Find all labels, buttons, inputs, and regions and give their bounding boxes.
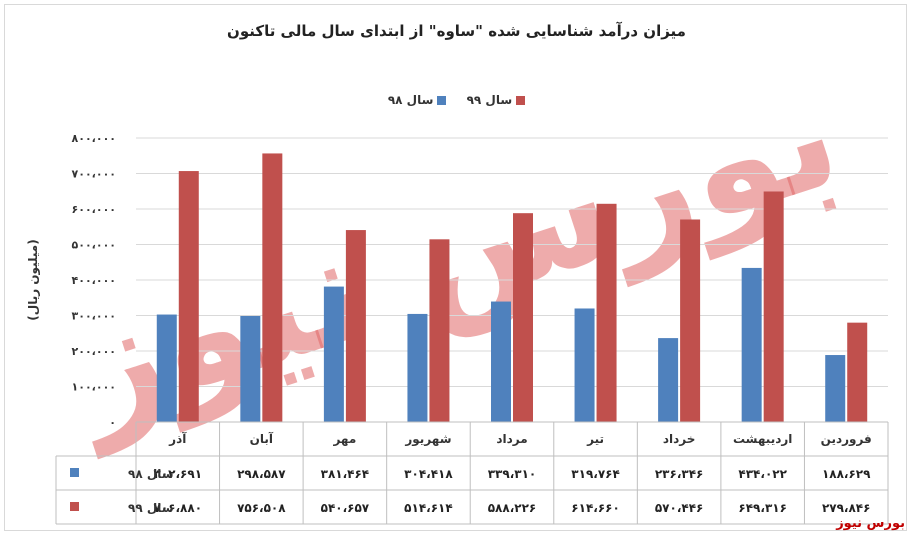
x-tick-label: آذر xyxy=(168,431,187,446)
x-tick-label: شهریور xyxy=(404,432,451,447)
bar-series-2 xyxy=(847,322,868,422)
bar-series-1 xyxy=(574,308,595,422)
legend: سال ۹۹ سال ۹۸ xyxy=(0,93,913,108)
table-cell-series-2: ۵۸۸،۲۲۶ xyxy=(488,501,537,515)
table-cell-series-2: ۷۰۶،۸۸۰ xyxy=(154,501,203,515)
table-cell-series-1: ۳۱۹،۷۶۴ xyxy=(571,467,620,481)
chart-title: میزان درآمد شناسایی شده "ساوه" از ابتدای… xyxy=(227,22,686,40)
bar-series-2 xyxy=(763,191,784,422)
bar-series-1 xyxy=(658,338,679,422)
x-tick-label: تیر xyxy=(586,432,604,446)
x-tick-label: فروردین xyxy=(821,432,872,447)
table-legend-swatch xyxy=(70,502,79,511)
bar-series-1 xyxy=(323,286,344,422)
y-tick-label: ۶۰۰،۰۰۰ xyxy=(72,203,116,216)
bar-series-1 xyxy=(741,267,762,422)
table-cell-series-2: ۶۴۹،۳۱۶ xyxy=(738,501,787,515)
x-tick-label: مرداد xyxy=(496,432,527,446)
bar-series-1 xyxy=(407,313,428,422)
bar-series-2 xyxy=(178,171,199,422)
y-tick-label: ۷۰۰،۰۰۰ xyxy=(72,168,116,181)
legend-label-series-2: سال ۹۹ xyxy=(466,93,513,107)
table-cell-series-2: ۷۵۶،۵۰۸ xyxy=(237,501,286,515)
x-tick-label: آبان xyxy=(250,431,274,446)
table-cell-series-1: ۳۰۴،۴۱۸ xyxy=(404,467,453,481)
bar-series-2 xyxy=(596,203,617,422)
x-tick-label: اردیبهشت xyxy=(733,432,792,446)
bar-series-1 xyxy=(240,316,261,422)
table-legend-swatch xyxy=(70,468,79,477)
x-tick-label: مهر xyxy=(332,432,356,446)
table-cell-series-2: ۵۱۴،۶۱۴ xyxy=(404,501,453,515)
table-cell-series-1: ۳۳۹،۳۱۰ xyxy=(488,467,537,481)
table-cell-series-2: ۲۷۹،۸۴۶ xyxy=(822,501,871,515)
bar-series-2 xyxy=(513,213,533,422)
y-tick-label: ۲۰۰،۰۰۰ xyxy=(72,345,116,358)
table-cell-series-1: ۳۸۱،۴۶۴ xyxy=(321,467,370,481)
table-row-header: سال ۹۸ xyxy=(128,467,174,481)
bar-series-1 xyxy=(825,355,846,422)
table-cell-series-1: ۴۳۴،۰۲۲ xyxy=(738,467,787,481)
bar-series-1 xyxy=(156,314,177,422)
bar-series-2 xyxy=(345,230,366,422)
table-cell-series-1: ۲۹۸،۵۸۷ xyxy=(237,467,286,481)
table-cell-series-1: ۱۸۸،۶۲۹ xyxy=(822,467,871,481)
chart-frame xyxy=(4,4,907,531)
y-tick-label: ۰ xyxy=(109,416,116,429)
y-tick-label: ۴۰۰،۰۰۰ xyxy=(72,274,116,287)
y-tick-label: ۱۰۰،۰۰۰ xyxy=(72,381,116,394)
bar-series-2 xyxy=(680,219,701,422)
table-cell-series-2: ۵۴۰،۶۵۷ xyxy=(321,501,370,515)
table-cell-series-2: ۵۷۰،۴۴۶ xyxy=(655,501,704,515)
x-tick-label: خرداد xyxy=(663,432,696,446)
legend-label-series-1: سال ۹۸ xyxy=(387,93,434,107)
y-tick-label: ۳۰۰،۰۰۰ xyxy=(72,310,116,323)
logo-text: بورس نیوز xyxy=(836,516,905,531)
legend-item-series-1: سال ۹۸ xyxy=(388,93,447,107)
legend-swatch-series-2 xyxy=(516,95,526,105)
legend-item-series-2: سال ۹۹ xyxy=(467,93,526,107)
bar-series-2 xyxy=(262,153,283,422)
table-cell-series-1: ۳۰۲،۶۹۱ xyxy=(154,467,203,481)
table-cell-series-1: ۲۳۶،۳۴۶ xyxy=(655,467,704,481)
legend-swatch-series-1 xyxy=(437,95,447,105)
y-tick-label: ۵۰۰،۰۰۰ xyxy=(72,239,116,252)
bar-series-2 xyxy=(429,239,450,422)
table-row-header: سال ۹۹ xyxy=(128,501,174,515)
bar-series-1 xyxy=(491,301,511,422)
table-cell-series-2: ۶۱۴،۶۶۰ xyxy=(571,501,620,515)
y-tick-label: ۸۰۰،۰۰۰ xyxy=(72,132,116,145)
